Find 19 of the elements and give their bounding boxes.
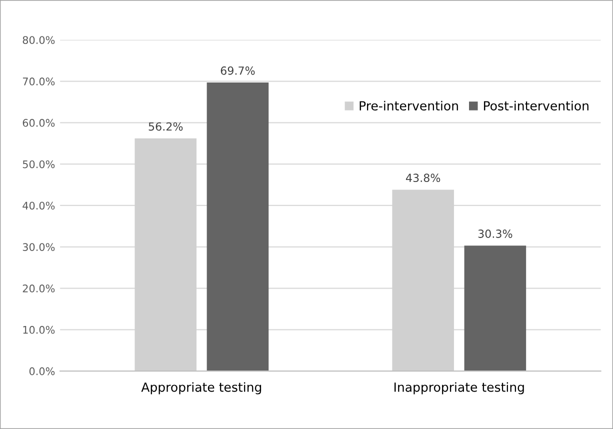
y-tick-label: 20.0%	[22, 284, 55, 292]
data-label: 56.2%	[148, 122, 183, 131]
x-tick-label: Appropriate testing	[141, 382, 262, 394]
legend-label: Pre-intervention	[360, 100, 458, 110]
bar	[206, 82, 269, 372]
data-label: 30.3%	[478, 230, 512, 238]
y-tick-label: 10.0%	[23, 326, 55, 334]
y-tick-label: 50.0%	[22, 160, 55, 168]
data-label: 43.8%	[406, 174, 440, 182]
data-label: 69.7%	[220, 66, 255, 75]
y-tick-label: 60.0%	[22, 118, 55, 127]
y-tick-label: 30.0%	[22, 243, 55, 251]
y-tick-label: 40.0%	[22, 202, 55, 210]
y-tick-label: 0.0%	[29, 367, 55, 376]
bar	[464, 246, 526, 372]
y-tick-label: 80.0%	[22, 36, 55, 44]
legend-label: Post-intervention	[484, 100, 588, 110]
y-tick-label: 70.0%	[22, 78, 55, 86]
x-tick-label: Inappropriate testing	[394, 382, 524, 394]
